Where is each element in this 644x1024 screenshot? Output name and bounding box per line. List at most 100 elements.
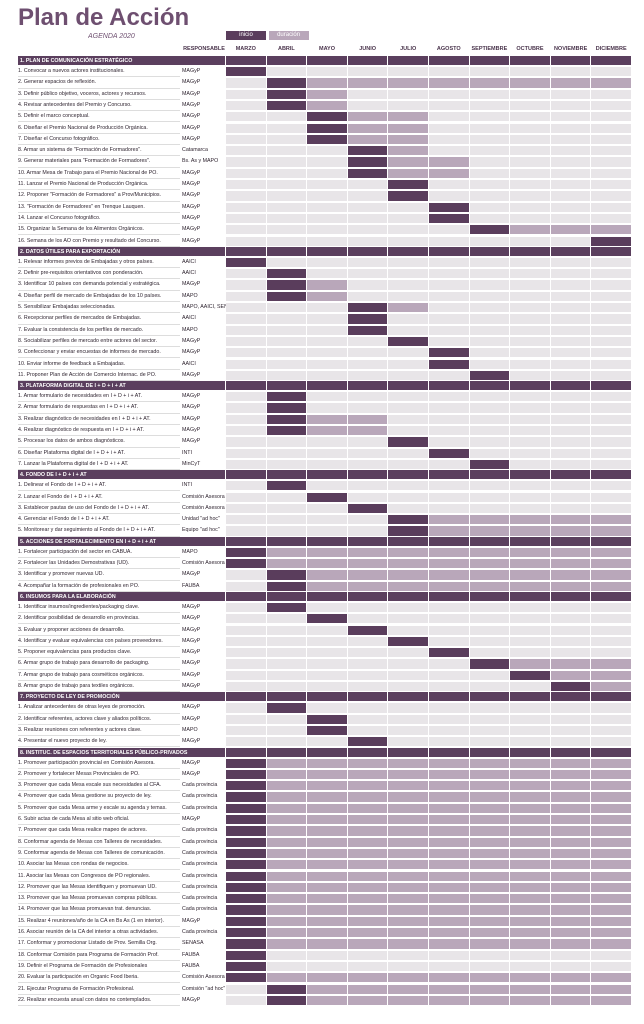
gantt-cell — [307, 291, 347, 301]
gantt-cell — [307, 714, 347, 724]
gantt-cell — [550, 648, 591, 658]
gantt-cell — [469, 659, 510, 669]
month-header: MAYO — [318, 46, 335, 52]
gantt-cell — [266, 146, 307, 156]
task-label: 15. Organizar la Semana de los Alimentos… — [18, 224, 180, 236]
gantt-cell — [307, 348, 347, 358]
month-header: ABRIL — [277, 46, 295, 52]
gantt-cell — [347, 146, 388, 156]
task-label: 2. Identificar referentes, actores clave… — [18, 714, 180, 725]
section-cell — [510, 56, 550, 65]
responsable: MAGyP — [182, 169, 201, 176]
section-cell — [347, 536, 388, 546]
gantt-cell — [347, 781, 388, 791]
gantt-cell — [550, 303, 591, 313]
task-label: 1. Delinear el Fondo de I + D + i + AT. — [18, 480, 180, 492]
responsable: MAGyP — [182, 68, 201, 74]
responsable: MAPO — [182, 548, 198, 555]
task-label: 21. Ejecutar Programa de Formación Profe… — [18, 984, 180, 995]
gantt-cell — [429, 570, 469, 580]
gantt-cell — [226, 481, 266, 491]
gantt-cell — [307, 392, 347, 402]
gantt-cell — [388, 659, 428, 669]
gantt-cell — [226, 515, 266, 525]
gantt-cell — [226, 303, 266, 313]
gantt-cell — [550, 414, 591, 424]
gantt-cell — [226, 459, 266, 470]
gantt-cell — [388, 781, 428, 791]
gantt-cell — [347, 973, 388, 983]
gantt-cell — [266, 928, 307, 938]
gantt-cell — [429, 614, 469, 624]
gantt-cell — [510, 314, 550, 324]
task-label: 6. Recepcionar perfiles de mercados de E… — [18, 313, 180, 325]
gantt-cell — [510, 515, 550, 525]
gantt-cell — [550, 758, 591, 768]
gantt-cell — [226, 581, 266, 591]
gantt-cell — [550, 737, 591, 747]
gantt-cell — [266, 112, 307, 122]
gantt-cell — [347, 882, 388, 893]
gantt-cell — [510, 916, 550, 926]
gantt-cell — [266, 547, 307, 557]
section-cell — [388, 692, 428, 702]
task-label: 2. Fortalecer las Unidades Demostrativas… — [18, 558, 180, 570]
gantt-cell — [266, 570, 307, 580]
gantt-cell — [591, 860, 631, 870]
responsable: MAGyP — [182, 393, 201, 400]
gantt-cell — [307, 403, 347, 413]
gantt-cell — [469, 848, 510, 859]
gantt-cell — [307, 515, 347, 525]
gantt-cell — [591, 146, 631, 156]
section-title: 5. ACCIONES DE FORTALECIMIENTO EN I + D … — [18, 536, 225, 546]
responsable: MAPO, AAICI, SENASA — [182, 304, 226, 310]
section-cell — [469, 591, 510, 601]
gantt-cell — [266, 636, 307, 647]
task-label: 1. Convocar a nuevos actores institucion… — [18, 66, 180, 78]
gantt-cell — [591, 213, 631, 224]
gantt-cell — [510, 414, 550, 424]
gantt-cell — [347, 769, 388, 780]
gantt-cell — [591, 837, 631, 847]
gantt-cell — [510, 547, 550, 557]
gantt-cell — [550, 559, 591, 569]
section-cell — [591, 692, 631, 702]
gantt-cell — [388, 682, 428, 692]
section-title: 3. PLATAFORMA DIGITAL DE I + D + i + AT — [18, 381, 225, 391]
gantt-cell — [226, 492, 266, 502]
gantt-cell — [347, 547, 388, 557]
gantt-cell — [469, 89, 510, 99]
gantt-cell — [469, 570, 510, 580]
gantt-cell — [510, 826, 550, 836]
gantt-cell — [510, 359, 550, 369]
gantt-cell — [510, 995, 550, 1006]
gantt-cell — [429, 995, 469, 1006]
gantt-cell — [388, 403, 428, 413]
gantt-cell — [388, 314, 428, 324]
gantt-cell — [550, 325, 591, 335]
section-cell — [347, 246, 388, 256]
gantt-cell — [226, 725, 266, 736]
gantt-cell — [429, 325, 469, 335]
task-label: 1. Promover participación provincial en … — [18, 758, 180, 769]
gantt-cell — [510, 837, 550, 847]
gantt-cell — [266, 157, 307, 167]
gantt-cell — [591, 602, 631, 613]
task-label: 3. Definir público objetivo, voceros, ac… — [18, 89, 180, 100]
section-cell — [591, 591, 631, 601]
task-label: 3. Identificar y promover nuevas UD. — [18, 569, 180, 581]
gantt-cell — [469, 526, 510, 536]
task-label: 12. Proponer "Formación de Formadores" a… — [18, 190, 180, 202]
gantt-cell — [591, 792, 631, 802]
gantt-cell — [307, 303, 347, 313]
gantt-cell — [307, 547, 347, 557]
responsable: Comisión Asesora — [182, 560, 225, 566]
gantt-cell — [307, 123, 347, 133]
responsable: INTI — [182, 482, 193, 489]
gantt-cell — [266, 359, 307, 369]
gantt-cell — [591, 459, 631, 470]
month-header: SEPTIEMBRE — [471, 46, 508, 52]
gantt-cell — [429, 648, 469, 658]
task-label: 6. Diseñar el Premio Nacional de Producc… — [18, 123, 180, 134]
task-label: 20. Evaluar la participación en Organic … — [18, 972, 180, 984]
